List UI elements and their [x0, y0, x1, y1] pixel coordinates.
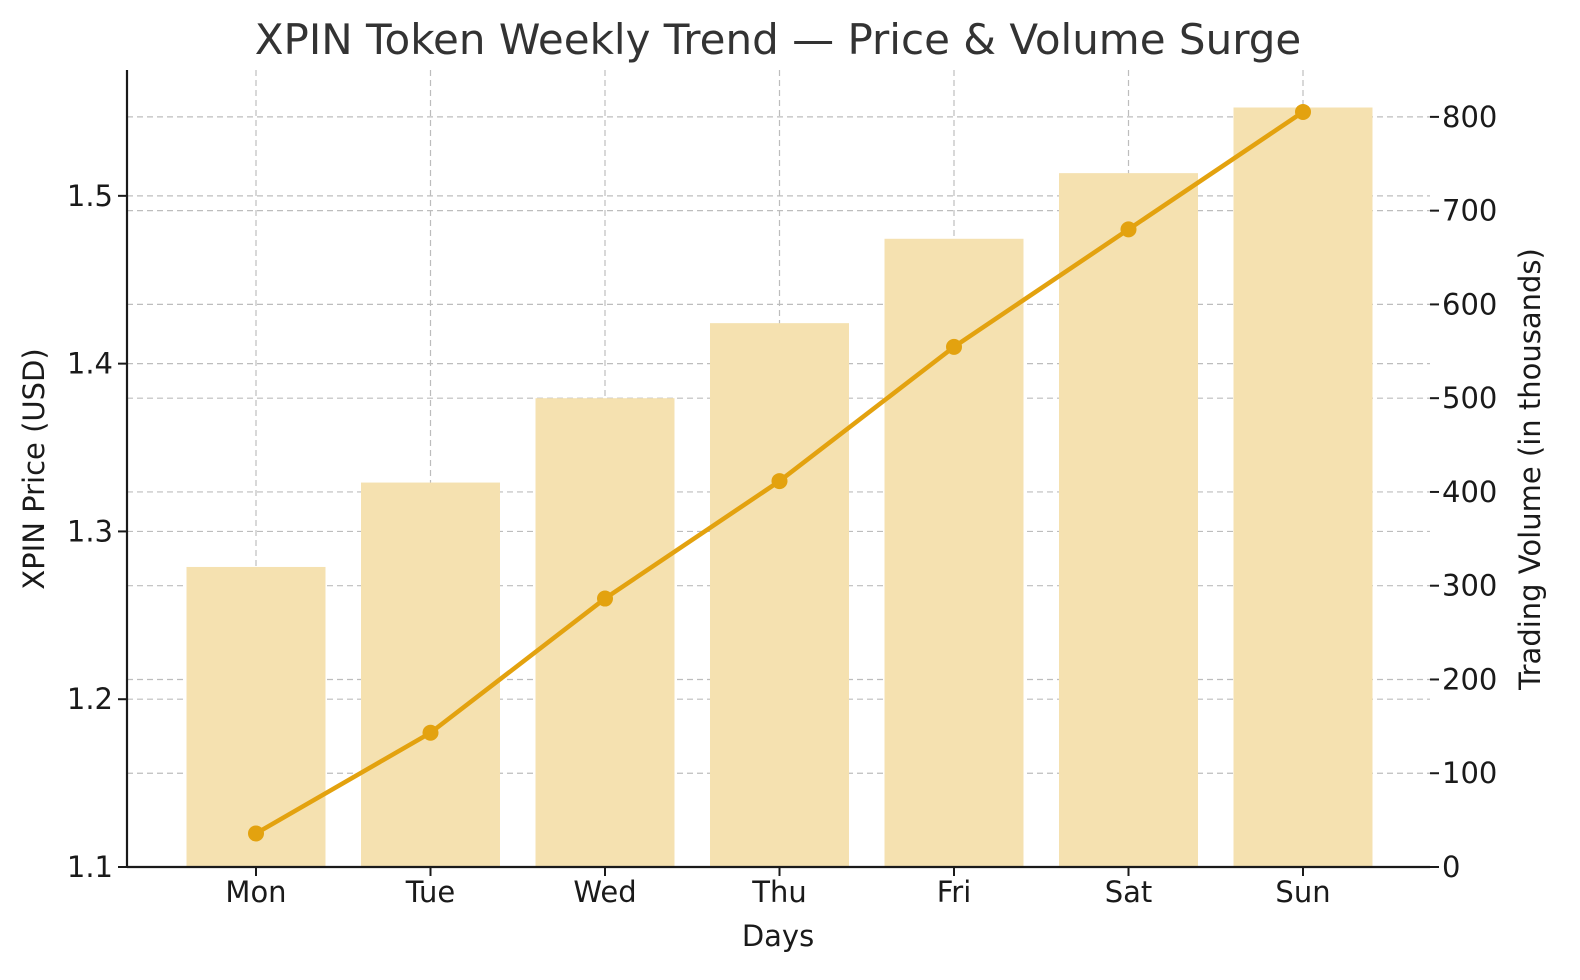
volume-bars [186, 107, 1373, 868]
y-left-tick-label: 1.1 [67, 850, 113, 884]
y-left-tick-label: 1.3 [67, 514, 113, 548]
x-tick-label: Thu [751, 875, 806, 909]
tick-labels: Mon Tue Wed Thu Fri Sat Sun 1.1 1.2 1.3 1.4 1.5 0 100… [67, 100, 1497, 909]
x-tick-label: Sun [1275, 875, 1330, 909]
price-line [248, 103, 1311, 842]
y-right-tick-label: 100 [1442, 756, 1497, 790]
x-tick-label: Fri [937, 875, 972, 909]
price-point-mon [248, 825, 264, 842]
volume-bar-mon [186, 566, 326, 867]
x-tick-label: Wed [573, 875, 636, 909]
y-right-tick-label: 800 [1442, 100, 1497, 134]
volume-bar-sat [1059, 173, 1198, 867]
y-right-tick-label: 200 [1442, 662, 1497, 696]
chart-title: XPIN Token Weekly Trend — Price & Volume… [255, 15, 1301, 64]
x-tick-label: Tue [405, 875, 456, 909]
axes [118, 70, 1439, 876]
y-right-tick-label: 500 [1442, 381, 1497, 415]
price-point-wed [597, 590, 613, 607]
volume-bar-wed [535, 398, 675, 867]
volume-bar-tue [361, 482, 500, 867]
x-axis-label: Days [742, 919, 814, 953]
x-tick-label: Mon [225, 875, 286, 909]
y-right-tick-label: 0 [1442, 850, 1460, 884]
y-left-tick-label: 1.4 [67, 347, 113, 381]
volume-bar-fri [884, 238, 1024, 867]
y-right-tick-label: 600 [1442, 287, 1497, 321]
price-point-tue [422, 724, 439, 741]
price-point-sat [1120, 221, 1137, 238]
y-axis-right-label: Trading Volume (in thousands) [1513, 248, 1547, 691]
y-left-tick-label: 1.5 [67, 179, 113, 213]
x-tick-label: Sat [1105, 875, 1153, 909]
y-axis-left-label: XPIN Price (USD) [17, 348, 51, 589]
volume-bar-thu [710, 323, 849, 868]
y-right-tick-label: 400 [1442, 475, 1497, 509]
price-point-thu [771, 473, 788, 490]
price-point-sun [1295, 103, 1311, 120]
y-right-tick-label: 300 [1442, 569, 1497, 603]
volume-bar-sun [1233, 107, 1373, 868]
y-right-tick-label: 700 [1442, 194, 1497, 228]
y-left-tick-label: 1.2 [67, 682, 113, 716]
price-point-fri [946, 338, 962, 355]
